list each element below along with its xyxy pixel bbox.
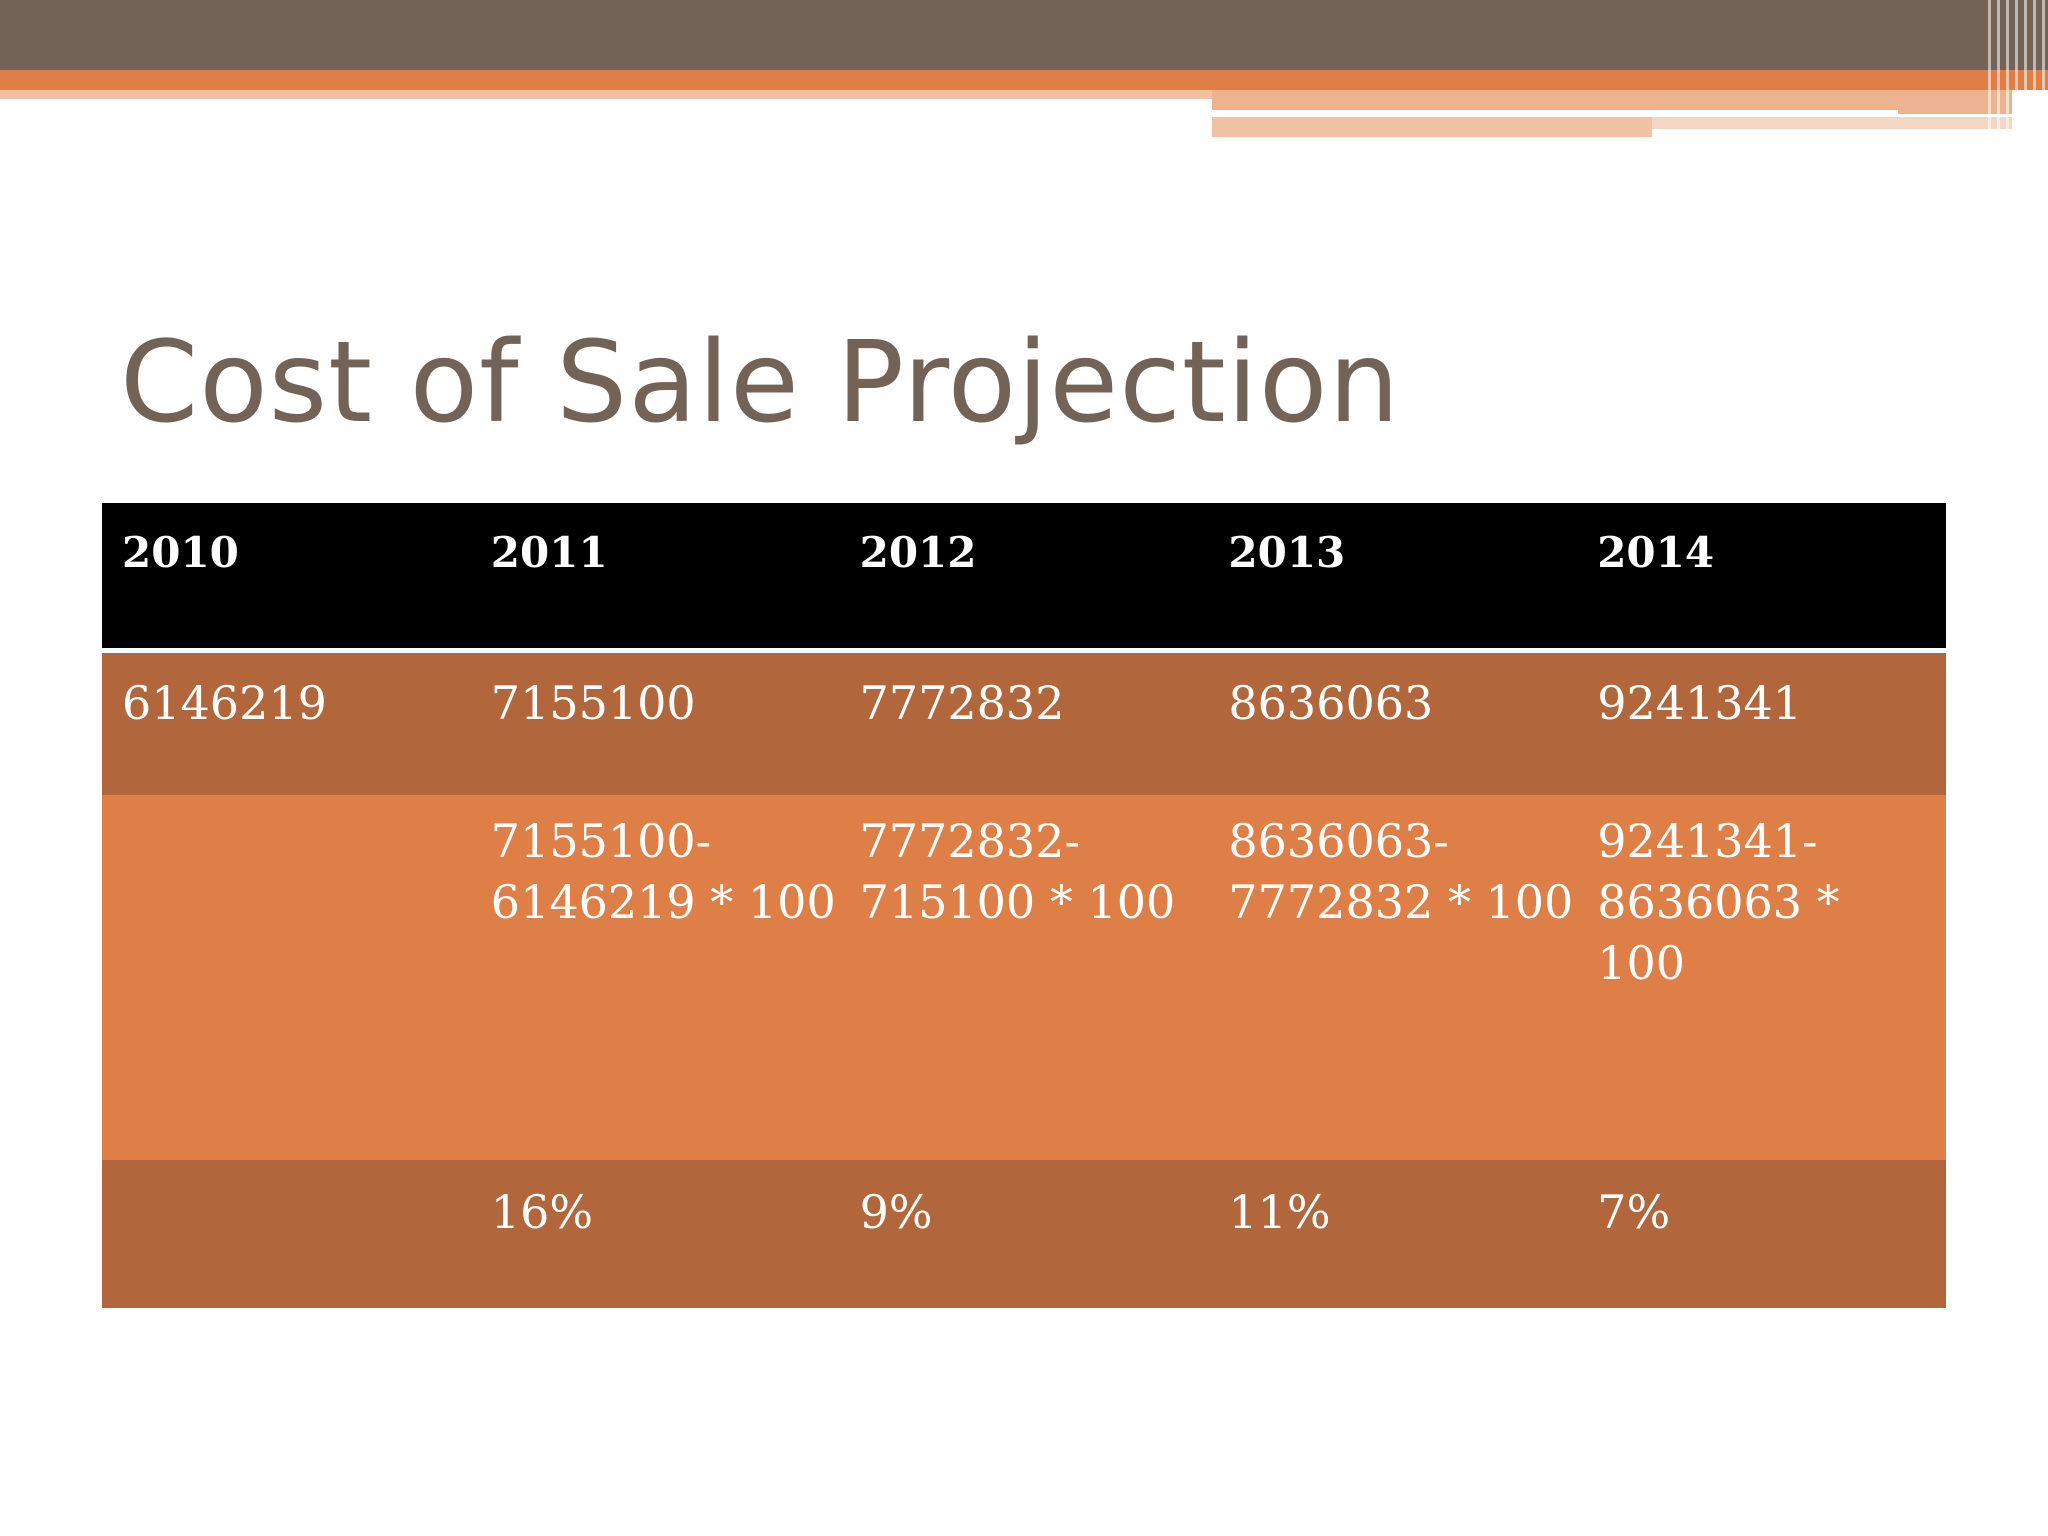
percent-cell-2014: 7% bbox=[1597, 1185, 1671, 1239]
formula-cell-2010 bbox=[102, 795, 471, 1160]
percent-cell-2011: 16% bbox=[490, 1185, 594, 1239]
value-cell-2012: 7772832 bbox=[859, 676, 1065, 730]
formula-line: 7772832 * 100 bbox=[1228, 875, 1574, 929]
table-row-values: 6146219 7155100 7772832 8636063 9241341 bbox=[102, 653, 1946, 795]
header-cell-2010: 2010 bbox=[122, 528, 239, 577]
cost-of-sale-table: 2010 2011 2012 2013 2014 6146219 7155100… bbox=[102, 503, 1946, 1308]
top-banner-brown bbox=[0, 0, 2048, 70]
formula-line: 715100 * 100 bbox=[859, 875, 1176, 929]
header-divider bbox=[102, 648, 1946, 653]
header-cell-2012: 2012 bbox=[859, 528, 977, 577]
value-cell-2013: 8636063 bbox=[1228, 676, 1434, 730]
formula-cell-2012: 7772832- 715100 * 100 bbox=[840, 795, 1209, 1160]
header-cell-2013: 2013 bbox=[1228, 528, 1346, 577]
header-cell-2014: 2014 bbox=[1597, 528, 1715, 577]
formula-cell-2013: 8636063- 7772832 * 100 bbox=[1208, 795, 1577, 1160]
top-banner-peach-faint bbox=[1652, 117, 2012, 129]
top-banner-divider-line bbox=[1212, 110, 1898, 117]
formula-line: 7772832- bbox=[859, 814, 1081, 868]
formula-line: 9241341- bbox=[1597, 814, 1818, 868]
top-banner-orange bbox=[0, 70, 2048, 90]
value-cell-2011: 7155100 bbox=[490, 676, 696, 730]
value-cell-2014: 9241341 bbox=[1597, 676, 1803, 730]
percent-cell-2012: 9% bbox=[859, 1185, 933, 1239]
top-banner-peach-left bbox=[0, 90, 1212, 99]
formula-line: 7155100- bbox=[490, 814, 712, 868]
formula-line: 8636063- bbox=[1228, 814, 1449, 868]
formula-line: 100 bbox=[1597, 936, 1685, 990]
table-row-percentages: 16% 9% 11% 7% bbox=[102, 1160, 1946, 1308]
formula-cell-2011: 7155100- 6146219 * 100 bbox=[471, 795, 840, 1160]
table-row-formulas: 7155100- 6146219 * 100 7772832- 715100 *… bbox=[102, 795, 1946, 1160]
top-banner-peach-low bbox=[1212, 117, 1652, 137]
formula-line: 8636063 * bbox=[1597, 875, 1840, 929]
percent-cell-2010 bbox=[102, 1160, 471, 1308]
slide-title: Cost of Sale Projection bbox=[120, 318, 1401, 448]
top-banner-edge-stripes bbox=[1988, 0, 2048, 137]
table-header-row: 2010 2011 2012 2013 2014 bbox=[102, 503, 1946, 648]
formula-line: 6146219 * 100 bbox=[490, 875, 836, 929]
value-cell-2010: 6146219 bbox=[122, 676, 327, 730]
header-divider-cell bbox=[102, 648, 1946, 653]
formula-cell-2014: 9241341- 8636063 * 100 bbox=[1577, 795, 1946, 1160]
percent-cell-2013: 11% bbox=[1228, 1185, 1331, 1239]
header-cell-2011: 2011 bbox=[490, 528, 608, 577]
